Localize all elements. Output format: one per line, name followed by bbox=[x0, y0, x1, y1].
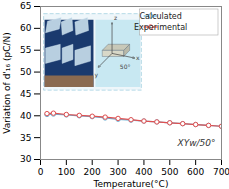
svg-text:35: 35 bbox=[20, 133, 31, 143]
svg-text:50: 50 bbox=[20, 67, 32, 77]
svg-text:200: 200 bbox=[84, 167, 101, 177]
svg-text:y: y bbox=[95, 71, 99, 79]
svg-text:XYw/50°: XYw/50° bbox=[176, 138, 215, 148]
svg-text:500: 500 bbox=[161, 167, 178, 177]
svg-text:65: 65 bbox=[20, 1, 31, 11]
svg-text:100: 100 bbox=[58, 167, 75, 177]
svg-text:45: 45 bbox=[20, 89, 31, 99]
svg-text:Experimental: Experimental bbox=[134, 23, 187, 32]
svg-text:60: 60 bbox=[20, 23, 32, 33]
svg-text:x: x bbox=[136, 54, 140, 61]
svg-text:50°: 50° bbox=[120, 63, 131, 70]
svg-text:Temperature(°C): Temperature(°C) bbox=[93, 179, 169, 189]
svg-text:55: 55 bbox=[20, 45, 31, 55]
svg-text:Variation of d'₁₆ (pC/N): Variation of d'₁₆ (pC/N) bbox=[2, 32, 12, 133]
svg-text:40: 40 bbox=[20, 111, 32, 121]
svg-text:30: 30 bbox=[20, 154, 32, 164]
svg-text:300: 300 bbox=[109, 167, 126, 177]
svg-text:Calculated: Calculated bbox=[139, 12, 181, 21]
svg-text:700: 700 bbox=[213, 167, 229, 177]
svg-text:z: z bbox=[114, 14, 117, 21]
svg-text:600: 600 bbox=[187, 167, 204, 177]
svg-text:400: 400 bbox=[135, 167, 152, 177]
svg-text:0: 0 bbox=[38, 167, 44, 177]
